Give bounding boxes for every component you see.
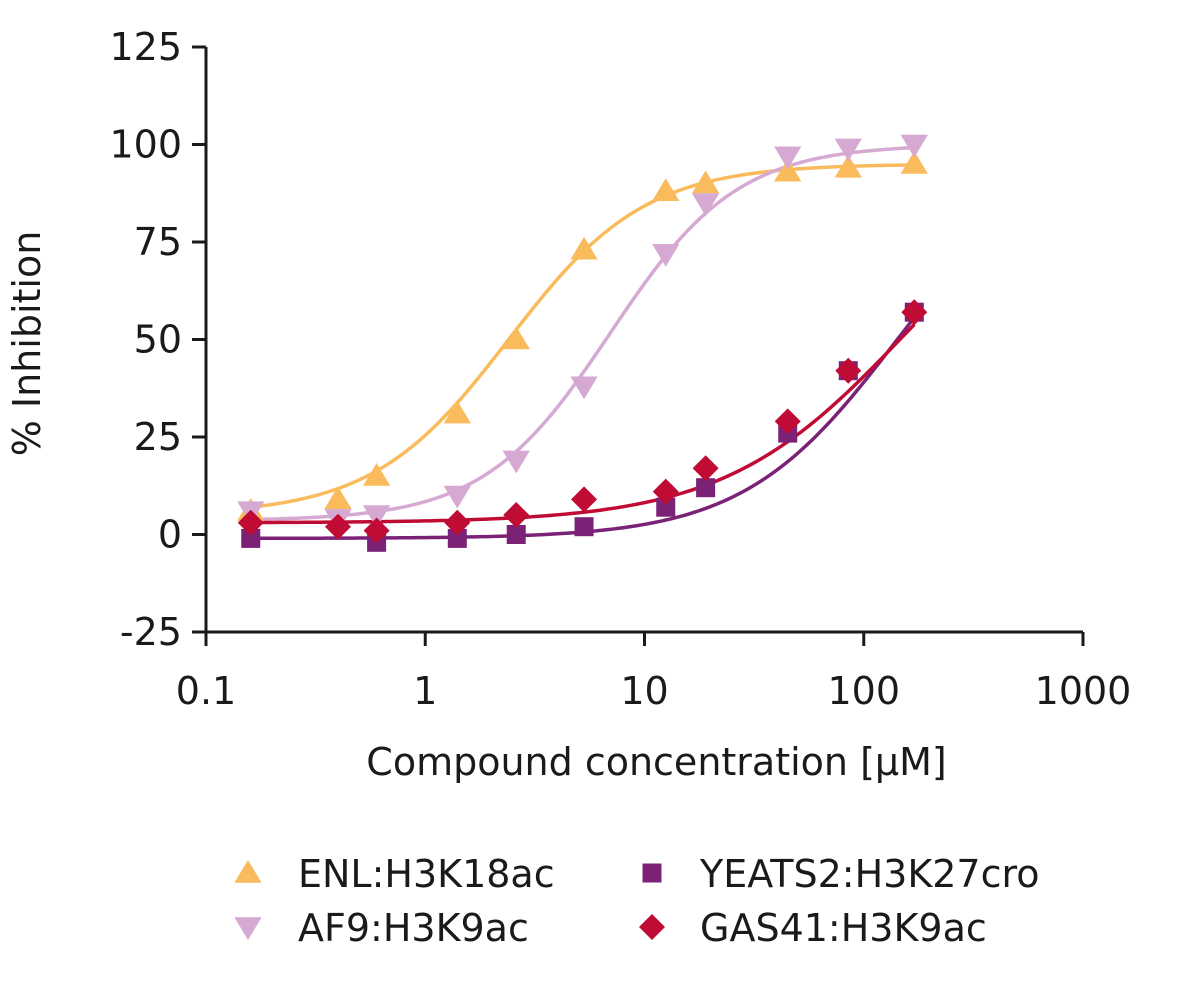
data-point-series-4 — [774, 408, 801, 435]
data-point-series-2 — [652, 243, 680, 267]
y-tick-label: 75 — [134, 220, 182, 264]
legend-marker-1 — [234, 860, 262, 883]
y-tick-label: 125 — [109, 25, 182, 69]
legend-marker-4 — [639, 914, 665, 940]
data-point-series-4 — [571, 486, 598, 513]
data-point-series-1 — [443, 400, 471, 424]
data-point-series-1 — [652, 178, 680, 202]
x-tick-label: 1000 — [1035, 669, 1132, 713]
data-point-series-1 — [324, 486, 352, 510]
data-point-series-1 — [502, 326, 530, 350]
data-point-series-4 — [835, 357, 862, 384]
legend-label-4: GAS41:H3K9ac — [700, 906, 987, 950]
fit-curves — [250, 145, 916, 541]
data-point-series-2 — [900, 134, 928, 158]
axes: -25 0 25 50 75 100 125 0.1 1 10 100 1000 Compound co… — [5, 25, 1131, 784]
legend-label-2: AF9:H3K9ac — [298, 906, 529, 950]
data-point-series-2 — [570, 376, 598, 400]
x-tick-label: 10 — [620, 669, 668, 713]
data-point-series-1 — [362, 463, 391, 486]
data-point-series-1 — [691, 170, 720, 194]
data-point-series-4 — [692, 455, 719, 482]
legend-marker-2 — [234, 917, 262, 940]
fit-curve-2 — [250, 145, 915, 522]
data-point-series-3 — [241, 528, 261, 548]
data-point-series-1 — [774, 158, 802, 182]
data-point-series-3 — [574, 517, 594, 537]
legend-marker-3 — [642, 863, 662, 883]
data-point-series-4 — [503, 502, 530, 528]
data-point-series-2 — [443, 485, 471, 509]
data-point-series-3 — [506, 525, 526, 544]
data-point-series-4 — [237, 509, 264, 536]
data-point-series-3 — [656, 497, 676, 517]
y-tick-label: 100 — [109, 123, 182, 167]
data-point-series-3 — [696, 478, 716, 498]
data-point-series-2 — [774, 146, 802, 170]
data-point-series-4 — [652, 478, 679, 505]
data-point-series-1 — [834, 154, 862, 178]
x-axis-title: Compound concentration [μM] — [366, 740, 946, 784]
data-point-series-4 — [901, 299, 928, 326]
x-tick-label: 1 — [413, 669, 437, 713]
x-tick-label: 0.1 — [176, 669, 236, 713]
data-points — [237, 134, 928, 552]
data-point-series-3 — [447, 528, 467, 548]
legend-label-1: ENL:H3K18ac — [298, 852, 555, 896]
data-point-series-2 — [834, 138, 862, 162]
y-tick-label: 0 — [158, 513, 182, 557]
y-axis-title: % Inhibition — [5, 231, 49, 457]
y-tick-label: 50 — [134, 318, 182, 362]
data-point-series-1 — [570, 236, 598, 260]
data-point-series-2 — [691, 193, 720, 216]
y-tick-label: 25 — [134, 415, 182, 459]
legend: ENL:H3K18ac AF9:H3K9ac YEATS2:H3K27cro GAS4… — [234, 852, 1040, 950]
fit-curve-4 — [250, 323, 916, 525]
data-point-series-2 — [502, 450, 530, 474]
y-tick-label: -25 — [120, 610, 182, 654]
fit-curve-1 — [250, 163, 915, 509]
data-point-series-1 — [900, 151, 928, 174]
data-point-series-2 — [362, 505, 391, 528]
data-point-series-4 — [325, 513, 352, 540]
legend-label-3: YEATS2:H3K27cro — [699, 852, 1040, 896]
x-tick-label: 100 — [827, 669, 900, 713]
data-point-series-4 — [444, 509, 471, 536]
data-point-series-4 — [363, 517, 390, 544]
